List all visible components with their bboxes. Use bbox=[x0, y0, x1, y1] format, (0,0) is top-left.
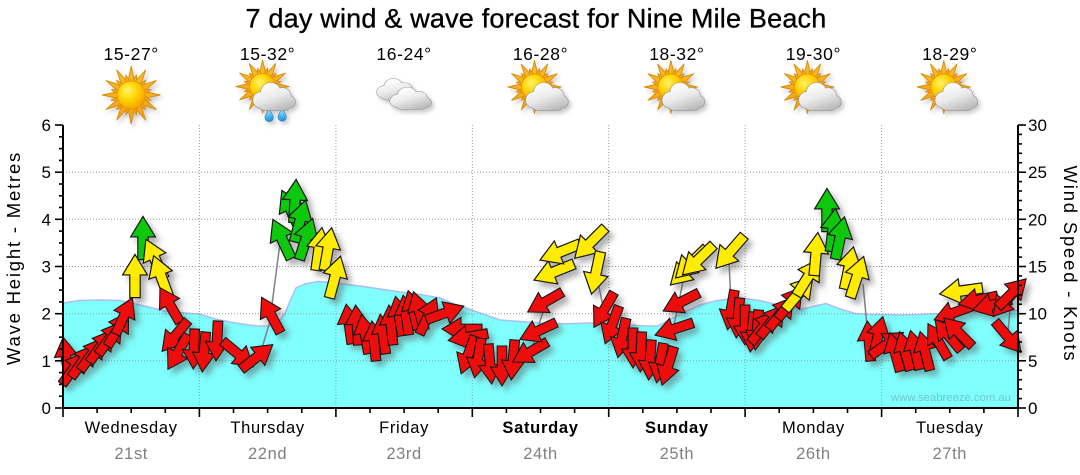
svg-text:15: 15 bbox=[1028, 258, 1047, 277]
svg-text:23rd: 23rd bbox=[386, 445, 421, 463]
svg-text:26th: 26th bbox=[796, 445, 831, 463]
svg-text:Thursday: Thursday bbox=[230, 419, 304, 437]
svg-text:4: 4 bbox=[42, 210, 51, 229]
svg-text:18-29°: 18-29° bbox=[922, 44, 977, 64]
svg-text:5: 5 bbox=[1028, 352, 1037, 371]
svg-text:Saturday: Saturday bbox=[502, 419, 578, 437]
svg-text:15-32°: 15-32° bbox=[240, 44, 295, 64]
svg-text:Sunday: Sunday bbox=[645, 419, 709, 437]
svg-text:16-24°: 16-24° bbox=[376, 44, 431, 64]
svg-text:27th: 27th bbox=[933, 445, 968, 463]
svg-text:6: 6 bbox=[42, 116, 51, 135]
svg-text:www.seabreeze.com.au: www.seabreeze.com.au bbox=[890, 392, 1011, 404]
svg-text:30: 30 bbox=[1028, 116, 1047, 135]
svg-text:18-32°: 18-32° bbox=[649, 44, 704, 64]
svg-text:24th: 24th bbox=[523, 445, 558, 463]
svg-text:Wednesday: Wednesday bbox=[85, 419, 178, 437]
svg-text:21st: 21st bbox=[114, 445, 148, 463]
svg-text:25: 25 bbox=[1028, 163, 1047, 182]
svg-text:16-28°: 16-28° bbox=[513, 44, 568, 64]
svg-text:2: 2 bbox=[42, 305, 51, 324]
svg-text:10: 10 bbox=[1028, 305, 1047, 324]
svg-text:22nd: 22nd bbox=[248, 445, 287, 463]
svg-text:Tuesday: Tuesday bbox=[916, 419, 984, 437]
svg-text:5: 5 bbox=[42, 163, 51, 182]
svg-text:1: 1 bbox=[42, 352, 51, 371]
svg-text:20: 20 bbox=[1028, 210, 1047, 229]
svg-text:0: 0 bbox=[1028, 399, 1037, 418]
svg-text:19-30°: 19-30° bbox=[786, 44, 841, 64]
svg-text:Wave Height - Metres: Wave Height - Metres bbox=[3, 151, 24, 365]
svg-text:3: 3 bbox=[42, 258, 51, 277]
svg-text:0: 0 bbox=[42, 399, 51, 418]
svg-text:15-27°: 15-27° bbox=[104, 44, 159, 64]
svg-text:Monday: Monday bbox=[782, 419, 845, 437]
svg-text:7 day wind & wave forecast for: 7 day wind & wave forecast for Nine Mile… bbox=[246, 4, 827, 34]
svg-text:Friday: Friday bbox=[379, 419, 429, 437]
svg-text:Wind Speed - Knots: Wind Speed - Knots bbox=[1060, 166, 1080, 363]
svg-text:25th: 25th bbox=[660, 445, 695, 463]
